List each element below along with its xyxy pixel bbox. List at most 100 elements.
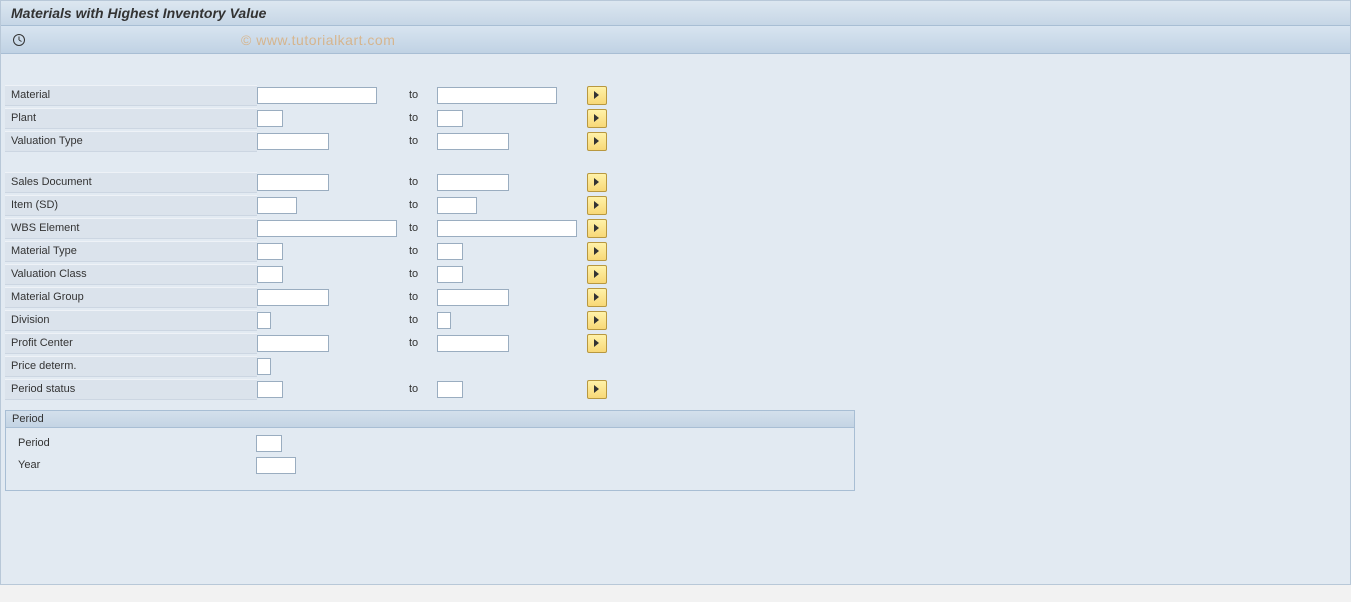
year-input[interactable] [256, 457, 296, 474]
period-status-from-input[interactable] [257, 381, 283, 398]
label-period-status: Period status [5, 379, 257, 400]
item-sd-multi-button[interactable] [587, 196, 607, 215]
item-sd-to-input[interactable] [437, 197, 477, 214]
to-label: to [407, 135, 437, 147]
execute-button[interactable] [9, 30, 29, 50]
row-plant: Plant to [5, 107, 855, 129]
label-profit-center: Profit Center [5, 333, 257, 354]
label-valuation-type: Valuation Type [5, 131, 257, 152]
row-year: Year [12, 454, 848, 476]
profit-center-from-input[interactable] [257, 335, 329, 352]
page-title: Materials with Highest Inventory Value [1, 1, 1350, 26]
period-status-to-input[interactable] [437, 381, 463, 398]
label-valuation-class: Valuation Class [5, 264, 257, 285]
to-label: to [407, 268, 437, 280]
to-label: to [407, 222, 437, 234]
material-multi-button[interactable] [587, 86, 607, 105]
label-plant: Plant [5, 108, 257, 129]
row-period-status: Period status to [5, 378, 855, 400]
period-input[interactable] [256, 435, 282, 452]
plant-from-input[interactable] [257, 110, 283, 127]
arrow-right-icon [592, 384, 602, 394]
to-label: to [407, 337, 437, 349]
arrow-right-icon [592, 136, 602, 146]
row-material-group: Material Group to [5, 286, 855, 308]
selection-screen: Material to Plant to Valuation Type to [1, 54, 1350, 584]
material-type-multi-button[interactable] [587, 242, 607, 261]
to-label: to [407, 89, 437, 101]
period-status-multi-button[interactable] [587, 380, 607, 399]
valuation-class-multi-button[interactable] [587, 265, 607, 284]
row-valuation-type: Valuation Type to [5, 130, 855, 152]
label-division: Division [5, 310, 257, 331]
row-material-type: Material Type to [5, 240, 855, 262]
label-item-sd: Item (SD) [5, 195, 257, 216]
label-year: Year [12, 459, 256, 471]
application-toolbar: © www.tutorialkart.com [1, 26, 1350, 54]
row-price-determ: Price determ. [5, 355, 855, 377]
row-profit-center: Profit Center to [5, 332, 855, 354]
item-sd-from-input[interactable] [257, 197, 297, 214]
wbs-element-multi-button[interactable] [587, 219, 607, 238]
arrow-right-icon [592, 246, 602, 256]
row-period: Period [12, 432, 848, 454]
material-group-multi-button[interactable] [587, 288, 607, 307]
label-material: Material [5, 85, 257, 106]
arrow-right-icon [592, 338, 602, 348]
sales-document-from-input[interactable] [257, 174, 329, 191]
clock-execute-icon [12, 33, 26, 47]
division-to-input[interactable] [437, 312, 451, 329]
row-material: Material to [5, 84, 855, 106]
label-material-group: Material Group [5, 287, 257, 308]
to-label: to [407, 291, 437, 303]
arrow-right-icon [592, 113, 602, 123]
material-to-input[interactable] [437, 87, 557, 104]
label-period: Period [12, 437, 256, 449]
material-from-input[interactable] [257, 87, 377, 104]
arrow-right-icon [592, 90, 602, 100]
profit-center-multi-button[interactable] [587, 334, 607, 353]
to-label: to [407, 176, 437, 188]
row-item-sd: Item (SD) to [5, 194, 855, 216]
label-material-type: Material Type [5, 241, 257, 262]
price-determ-input[interactable] [257, 358, 271, 375]
division-multi-button[interactable] [587, 311, 607, 330]
arrow-right-icon [592, 223, 602, 233]
division-from-input[interactable] [257, 312, 271, 329]
material-group-to-input[interactable] [437, 289, 509, 306]
material-type-from-input[interactable] [257, 243, 283, 260]
profit-center-to-input[interactable] [437, 335, 509, 352]
plant-to-input[interactable] [437, 110, 463, 127]
period-groupbox-title: Period [6, 411, 854, 428]
valuation-type-from-input[interactable] [257, 133, 329, 150]
row-valuation-class: Valuation Class to [5, 263, 855, 285]
to-label: to [407, 245, 437, 257]
to-label: to [407, 199, 437, 211]
wbs-element-to-input[interactable] [437, 220, 577, 237]
row-division: Division to [5, 309, 855, 331]
arrow-right-icon [592, 315, 602, 325]
to-label: to [407, 314, 437, 326]
valuation-type-multi-button[interactable] [587, 132, 607, 151]
plant-multi-button[interactable] [587, 109, 607, 128]
to-label: to [407, 112, 437, 124]
material-type-to-input[interactable] [437, 243, 463, 260]
valuation-type-to-input[interactable] [437, 133, 509, 150]
label-wbs-element: WBS Element [5, 218, 257, 239]
watermark-text: © www.tutorialkart.com [241, 32, 395, 48]
wbs-element-from-input[interactable] [257, 220, 397, 237]
label-price-determ: Price determ. [5, 356, 257, 377]
sales-document-multi-button[interactable] [587, 173, 607, 192]
label-sales-document: Sales Document [5, 172, 257, 193]
row-sales-document: Sales Document to [5, 171, 855, 193]
valuation-class-to-input[interactable] [437, 266, 463, 283]
sales-document-to-input[interactable] [437, 174, 509, 191]
arrow-right-icon [592, 177, 602, 187]
material-group-from-input[interactable] [257, 289, 329, 306]
to-label: to [407, 383, 437, 395]
valuation-class-from-input[interactable] [257, 266, 283, 283]
arrow-right-icon [592, 269, 602, 279]
period-groupbox: Period Period Year [5, 410, 855, 491]
arrow-right-icon [592, 292, 602, 302]
row-wbs-element: WBS Element to [5, 217, 855, 239]
